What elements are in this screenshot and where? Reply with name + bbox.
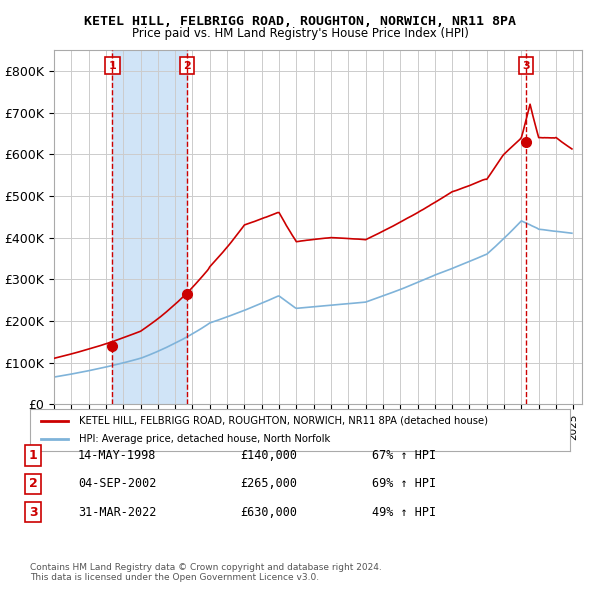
Text: 3: 3 <box>29 506 37 519</box>
Text: HPI: Average price, detached house, North Norfolk: HPI: Average price, detached house, Nort… <box>79 434 330 444</box>
Text: 69% ↑ HPI: 69% ↑ HPI <box>372 477 436 490</box>
Text: 31-MAR-2022: 31-MAR-2022 <box>78 506 157 519</box>
Text: 3: 3 <box>522 61 530 71</box>
Bar <box>112 50 187 404</box>
Text: 04-SEP-2002: 04-SEP-2002 <box>78 477 157 490</box>
Text: 49% ↑ HPI: 49% ↑ HPI <box>372 506 436 519</box>
Text: £630,000: £630,000 <box>240 506 297 519</box>
Text: 1: 1 <box>29 449 37 462</box>
Text: 2: 2 <box>29 477 37 490</box>
Text: KETEL HILL, FELBRIGG ROAD, ROUGHTON, NORWICH, NR11 8PA (detached house): KETEL HILL, FELBRIGG ROAD, ROUGHTON, NOR… <box>79 416 488 426</box>
Text: 67% ↑ HPI: 67% ↑ HPI <box>372 449 436 462</box>
Text: £140,000: £140,000 <box>240 449 297 462</box>
Text: Contains HM Land Registry data © Crown copyright and database right 2024.
This d: Contains HM Land Registry data © Crown c… <box>30 563 382 582</box>
Text: KETEL HILL, FELBRIGG ROAD, ROUGHTON, NORWICH, NR11 8PA: KETEL HILL, FELBRIGG ROAD, ROUGHTON, NOR… <box>84 15 516 28</box>
Text: £265,000: £265,000 <box>240 477 297 490</box>
Text: 1: 1 <box>109 61 116 71</box>
Text: 2: 2 <box>183 61 191 71</box>
Text: 14-MAY-1998: 14-MAY-1998 <box>78 449 157 462</box>
Text: Price paid vs. HM Land Registry's House Price Index (HPI): Price paid vs. HM Land Registry's House … <box>131 27 469 40</box>
